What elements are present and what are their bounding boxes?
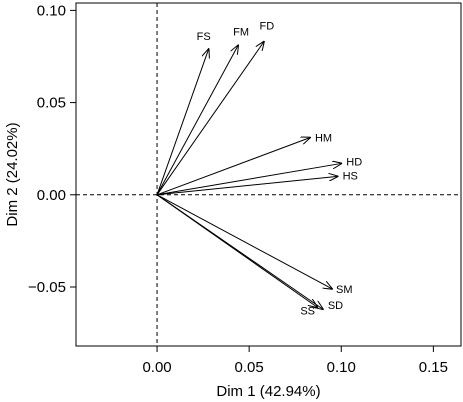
vector-label-fs: FS bbox=[197, 31, 211, 43]
vector-arrow-fd bbox=[156, 42, 264, 196]
vector-label-hm: HM bbox=[315, 133, 332, 145]
y-tick-label: 0.10 bbox=[37, 2, 66, 19]
vector-label-fd: FD bbox=[260, 21, 275, 33]
x-axis-title: Dim 1 (42.94%) bbox=[216, 383, 320, 400]
vector-label-sd: SD bbox=[328, 300, 343, 312]
x-axis: 0.00 0.05 0.10 0.15 bbox=[142, 346, 448, 376]
plot-frame bbox=[75, 2, 462, 347]
vector-arrow-fs bbox=[156, 49, 209, 195]
vector-label-sm: SM bbox=[336, 284, 353, 296]
x-tick-label: 0.15 bbox=[419, 359, 448, 376]
y-tick-label: 0.05 bbox=[37, 95, 66, 112]
vector-label-fm: FM bbox=[233, 26, 249, 38]
y-tick-label: 0.00 bbox=[37, 187, 66, 204]
vector-arrow-sm bbox=[156, 194, 332, 289]
vector-arrow-hd bbox=[156, 163, 341, 196]
vector-label-hs: HS bbox=[343, 170, 358, 182]
y-tick-label: −0.05 bbox=[28, 279, 66, 296]
y-axis: −0.05 0.00 0.05 0.10 bbox=[28, 2, 76, 296]
vector-arrow-hm bbox=[156, 138, 310, 196]
vector-arrow-fm bbox=[156, 45, 238, 196]
y-axis-title: Dim 2 (24.02%) bbox=[4, 122, 21, 226]
x-tick-label: 0.05 bbox=[235, 359, 264, 376]
vector-arrow-ss bbox=[156, 194, 317, 307]
x-tick-label: 0.00 bbox=[142, 359, 171, 376]
variable-vectors: FS FM FD HM HD HS SM SD SS bbox=[156, 21, 362, 317]
x-tick-label: 0.10 bbox=[327, 359, 356, 376]
vector-label-ss: SS bbox=[300, 305, 315, 317]
reference-lines bbox=[76, 3, 461, 346]
vector-arrow-hs bbox=[157, 176, 338, 196]
vector-label-hd: HD bbox=[346, 156, 362, 168]
